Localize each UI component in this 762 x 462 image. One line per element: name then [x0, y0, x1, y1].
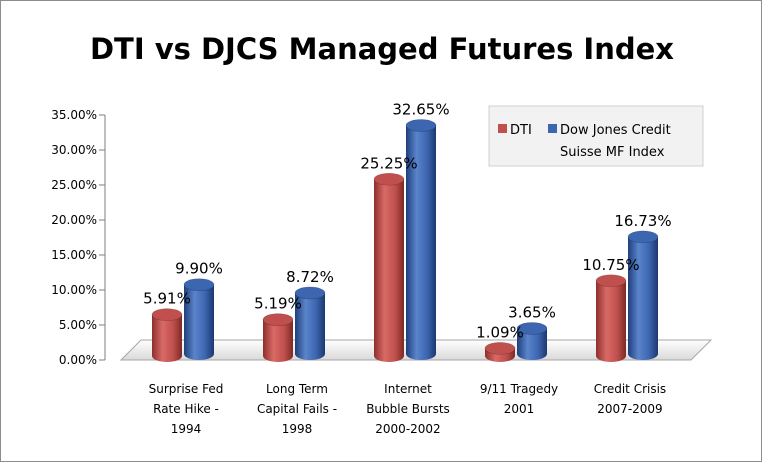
data-label: 5.19% [254, 295, 302, 313]
bar-djcs [294, 286, 326, 360]
y-tick-label: 15.00% [51, 248, 97, 262]
data-label: 9.90% [175, 260, 223, 278]
bar-djcs [627, 230, 659, 360]
legend-swatch-dti [498, 124, 507, 133]
bar-body [517, 328, 547, 360]
data-label: 5.91% [143, 290, 191, 308]
bar-body [406, 125, 436, 360]
y-tick-label: 0.00% [59, 353, 97, 367]
legend-label-djcs-line2: Suisse MF Index [560, 145, 665, 160]
y-tick-label: 20.00% [51, 213, 97, 227]
bar-body [374, 179, 404, 362]
x-category-label: Credit Crisis [594, 382, 666, 396]
bar-djcs [405, 119, 437, 360]
bar-top [151, 308, 183, 321]
bar-body [628, 236, 658, 360]
x-category-label: 2000-2002 [375, 422, 440, 436]
chart-title: DTI vs DJCS Managed Futures Index [90, 32, 674, 66]
bar-body [184, 284, 214, 360]
bar-dti [262, 313, 294, 362]
bar-series [151, 119, 659, 362]
bar-dti [151, 308, 183, 362]
bar-dti [595, 274, 627, 362]
y-tick-label: 10.00% [51, 283, 97, 297]
data-label: 32.65% [392, 100, 449, 118]
y-axis: 0.00% 5.00% 10.00% 15.00% 20.00% 25.00% 30.00%… [51, 108, 106, 367]
legend-swatch-djcs [548, 124, 557, 133]
x-category-label: 9/11 Tragedy [480, 382, 558, 396]
bar-body [263, 319, 293, 362]
data-label: 25.25% [360, 154, 417, 172]
bar-top [294, 286, 326, 300]
bar-top [595, 274, 627, 288]
data-label: 3.65% [508, 303, 556, 321]
x-category-label: Rate Hike - [153, 402, 219, 416]
bar-top [373, 172, 405, 186]
data-label: 10.75% [582, 256, 639, 274]
y-tick-label: 25.00% [51, 178, 97, 192]
bar-body [596, 280, 626, 362]
x-category-label: 2001 [504, 402, 535, 416]
data-label: 8.72% [286, 268, 334, 286]
y-tick-label: 5.00% [59, 318, 97, 332]
x-category-label: 1998 [282, 422, 313, 436]
y-tick-label: 35.00% [51, 108, 97, 122]
bar-dti [373, 172, 405, 362]
data-labels: 5.91% 9.90% 5.19% 8.72% 25.25% 32.65% 1.09% 3.6… [143, 100, 671, 341]
x-category-label: Bubble Bursts [366, 402, 450, 416]
x-category-label: Internet [384, 382, 432, 396]
bar-top [262, 313, 294, 326]
legend-label-djcs: Dow Jones Credit [560, 123, 671, 138]
data-label: 1.09% [476, 323, 524, 341]
x-category-label: Surprise Fed [149, 382, 224, 396]
bar-top [405, 119, 437, 132]
y-tick-label: 30.00% [51, 143, 97, 157]
x-category-label: 1994 [171, 422, 202, 436]
legend-label-dti: DTI [510, 123, 532, 138]
x-category-label: Capital Fails - [257, 402, 337, 416]
bar-top [183, 278, 215, 292]
x-category-label: Long Term [266, 382, 328, 396]
data-label: 16.73% [614, 212, 671, 230]
bar-djcs [516, 322, 548, 360]
bar-dti [484, 342, 516, 362]
legend-box [488, 105, 704, 167]
x-category-label: 2007-2009 [597, 402, 662, 416]
bar-top [516, 322, 548, 335]
bar-djcs [183, 278, 215, 360]
bar-body [152, 314, 182, 362]
legend: DTI Dow Jones Credit Suisse MF Index [488, 105, 704, 167]
bar-top [484, 342, 516, 355]
bar-body [295, 292, 325, 360]
bar-top [627, 230, 659, 244]
x-axis-categories: Surprise Fed Rate Hike - 1994 Long Term Capi… [149, 382, 667, 436]
